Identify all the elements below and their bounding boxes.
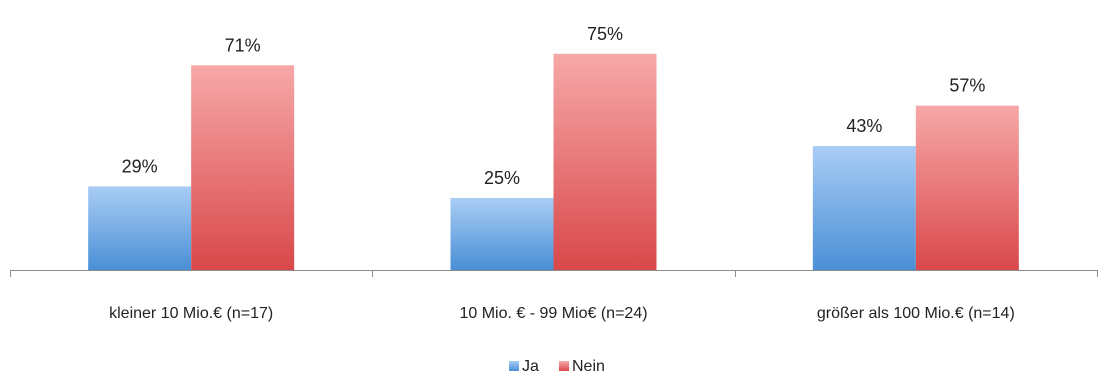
legend-label-nein: Nein	[572, 358, 605, 375]
legend-swatch-ja	[509, 361, 519, 371]
bar-nein-1	[191, 65, 295, 270]
category-label-3: größer als 100 Mio.€ (n=14)	[817, 305, 1015, 322]
bar-nein-2	[553, 53, 657, 271]
category-labels-group: kleiner 10 Mio.€ (n=17) 10 Mio. € - 99 Mi…	[109, 305, 1015, 322]
bar-ja-2	[450, 197, 554, 270]
bars-group	[88, 53, 1019, 271]
category-label-2: 10 Mio. € - 99 Mio€ (n=24)	[459, 305, 647, 322]
legend-label-ja: Ja	[522, 358, 539, 375]
x-axis	[10, 270, 1098, 277]
data-label-ja-3: 43%	[846, 116, 882, 136]
legend: Ja Nein	[509, 358, 605, 375]
data-label-ja-1: 29%	[122, 156, 158, 176]
bar-nein-3	[915, 105, 1019, 270]
bar-ja-3	[812, 146, 916, 270]
data-label-nein-3: 57%	[949, 76, 985, 96]
data-labels-group: 29% 71% 25% 75% 43% 57%	[122, 24, 986, 188]
data-label-ja-2: 25%	[484, 168, 520, 188]
bar-ja-1	[88, 186, 192, 270]
data-label-nein-2: 75%	[587, 24, 623, 44]
data-label-nein-1: 71%	[225, 35, 261, 55]
legend-swatch-nein	[559, 361, 569, 371]
category-label-1: kleiner 10 Mio.€ (n=17)	[109, 305, 273, 322]
